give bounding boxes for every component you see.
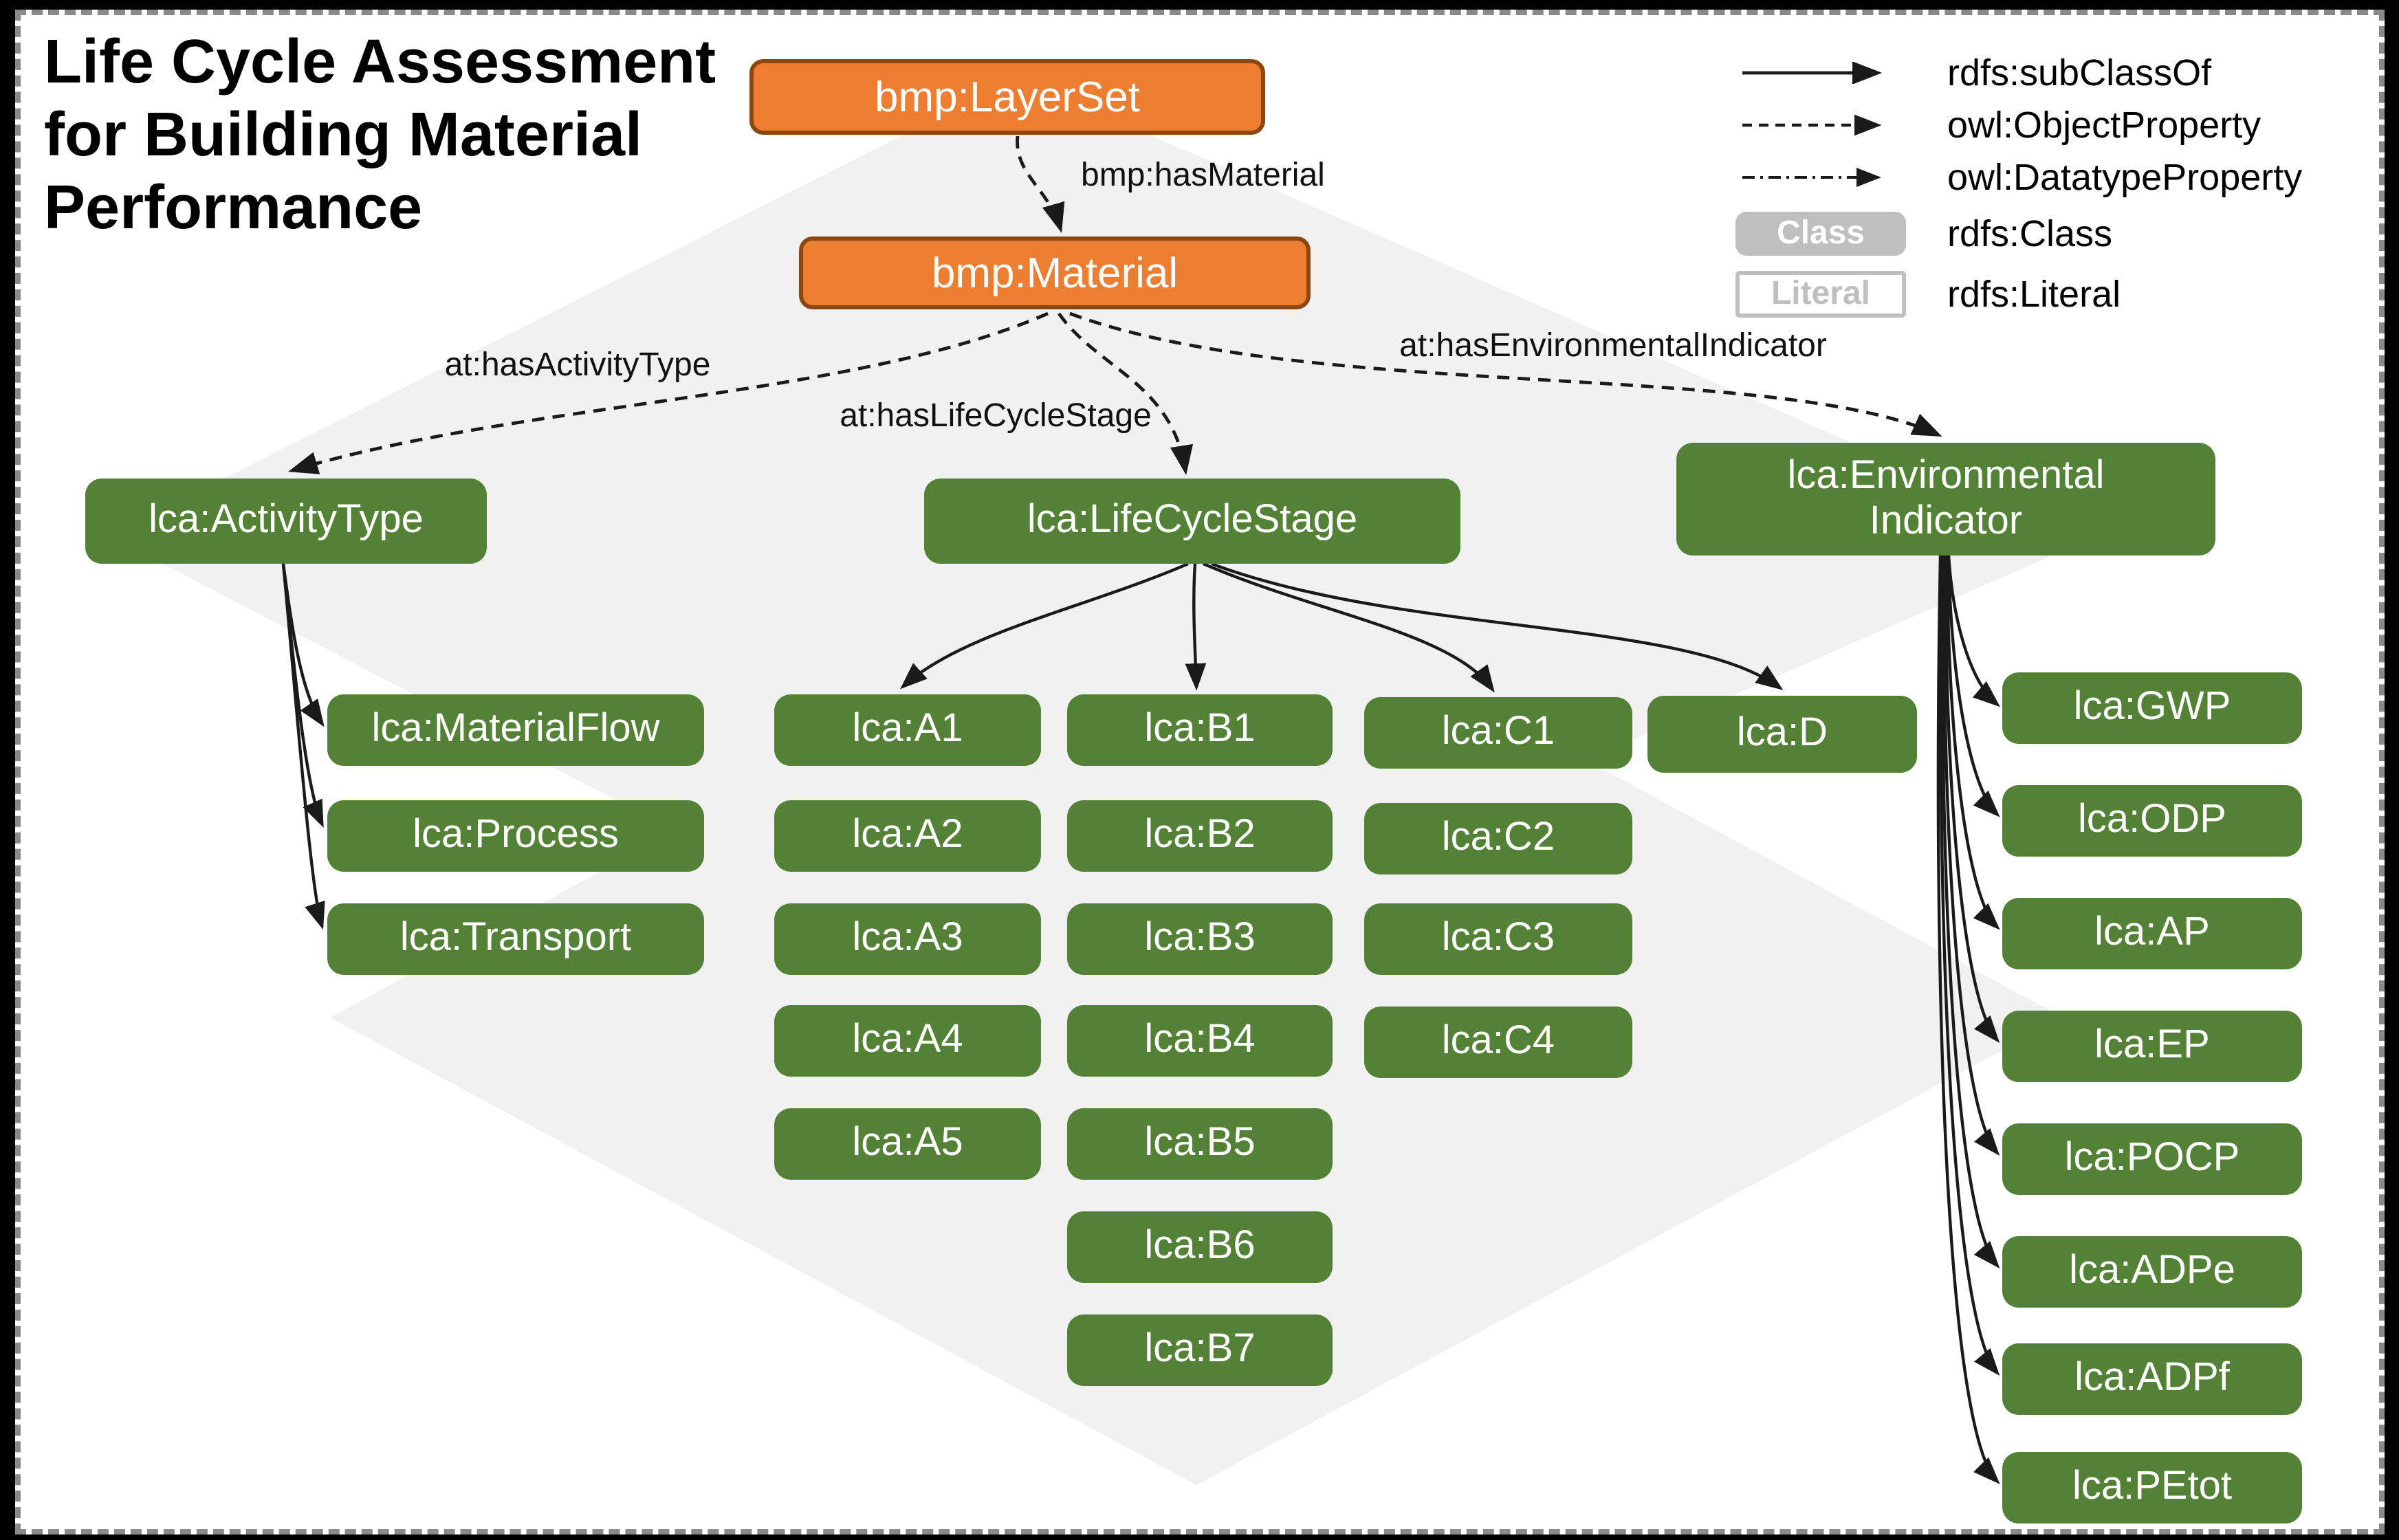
legend-row-objectproperty: owl:ObjectProperty xyxy=(1733,99,2302,151)
edge-label-has-lifecycle-stage: at:hasLifeCycleStage xyxy=(840,397,1152,434)
legend: rdfs:subClassOf owl:ObjectProperty owl:D… xyxy=(1733,47,2302,324)
dashdot-arrow-icon xyxy=(1733,166,1909,188)
node-lca-c3: lca:C3 xyxy=(1364,903,1632,975)
dashed-arrow-icon xyxy=(1733,114,1909,136)
edge-label-has-material: bmp:hasMaterial xyxy=(1081,157,1325,194)
node-lca-a3: lca:A3 xyxy=(774,903,1041,975)
node-lca-odp: lca:ODP xyxy=(2002,785,2302,857)
node-lca-pocp: lca:POCP xyxy=(2002,1123,2302,1195)
edge-label-has-environmental-indicator: at:hasEnvironmentalIndicator xyxy=(1399,327,1827,364)
node-bmp-layerset: bmp:LayerSet xyxy=(749,59,1265,135)
node-lca-materialflow: lca:MaterialFlow xyxy=(327,694,704,766)
node-lca-b5: lca:B5 xyxy=(1067,1108,1333,1180)
node-lca-b7: lca:B7 xyxy=(1067,1314,1333,1386)
node-lca-ep: lca:EP xyxy=(2002,1011,2302,1082)
node-lca-a2: lca:A2 xyxy=(774,800,1041,872)
node-lca-adpf: lca:ADPf xyxy=(2002,1343,2302,1415)
node-lca-c1: lca:C1 xyxy=(1364,697,1632,769)
node-lca-c2: lca:C2 xyxy=(1364,803,1632,874)
legend-row-subclassof: rdfs:subClassOf xyxy=(1733,47,2302,99)
legend-row-class: Class rdfs:Class xyxy=(1733,204,2302,264)
legend-label-subclassof: rdfs:subClassOf xyxy=(1947,52,2212,93)
node-lca-b4: lca:B4 xyxy=(1067,1005,1333,1077)
node-lca-b3: lca:B3 xyxy=(1067,903,1333,975)
solid-arrow-icon xyxy=(1733,62,1909,84)
node-lca-petot: lca:PEtot xyxy=(2002,1452,2302,1524)
node-lca-activitytype: lca:ActivityType xyxy=(85,478,487,564)
node-lca-a1: lca:A1 xyxy=(774,694,1041,766)
node-lca-ap: lca:AP xyxy=(2002,898,2302,969)
legend-label-literal: rdfs:Literal xyxy=(1947,273,2121,314)
legend-label-class: rdfs:Class xyxy=(1947,212,2113,254)
legend-label-datatypeproperty: owl:DatatypeProperty xyxy=(1947,156,2303,197)
node-lca-a4: lca:A4 xyxy=(774,1005,1041,1077)
diagram-title-line1: Life Cycle Assessment xyxy=(44,26,716,96)
class-box-sample: Class xyxy=(1735,212,1906,256)
literal-box-sample: Literal xyxy=(1735,271,1906,318)
diagram-title: Life Cycle Assessment for Building Mater… xyxy=(44,25,716,244)
edge-label-has-activity-type: at:hasActivityType xyxy=(444,346,711,384)
node-lca-lifecyclestage: lca:LifeCycleStage xyxy=(924,478,1460,564)
diagram-title-line2: for Building Material xyxy=(44,99,643,170)
node-lca-b1: lca:B1 xyxy=(1067,694,1333,766)
node-lca-c4: lca:C4 xyxy=(1364,1006,1632,1078)
legend-row-datatypeproperty: owl:DatatypeProperty xyxy=(1733,151,2302,204)
node-lca-gwp: lca:GWP xyxy=(2002,672,2302,744)
node-lca-process: lca:Process xyxy=(327,800,704,872)
legend-row-literal: Literal rdfs:Literal xyxy=(1733,264,2302,324)
diagram-title-line3: Performance xyxy=(44,172,423,243)
node-lca-b6: lca:B6 xyxy=(1067,1211,1333,1283)
node-lca-adpe: lca:ADPe xyxy=(2002,1236,2302,1308)
node-lca-environmental-indicator: lca:Environmental Indicator xyxy=(1676,443,2215,556)
node-lca-b2: lca:B2 xyxy=(1067,800,1333,872)
legend-label-objectproperty: owl:ObjectProperty xyxy=(1947,104,2261,145)
node-lca-d: lca:D xyxy=(1647,696,1917,773)
node-bmp-material: bmp:Material xyxy=(799,236,1311,309)
node-lca-a5: lca:A5 xyxy=(774,1108,1041,1180)
node-lca-transport: lca:Transport xyxy=(327,903,704,975)
